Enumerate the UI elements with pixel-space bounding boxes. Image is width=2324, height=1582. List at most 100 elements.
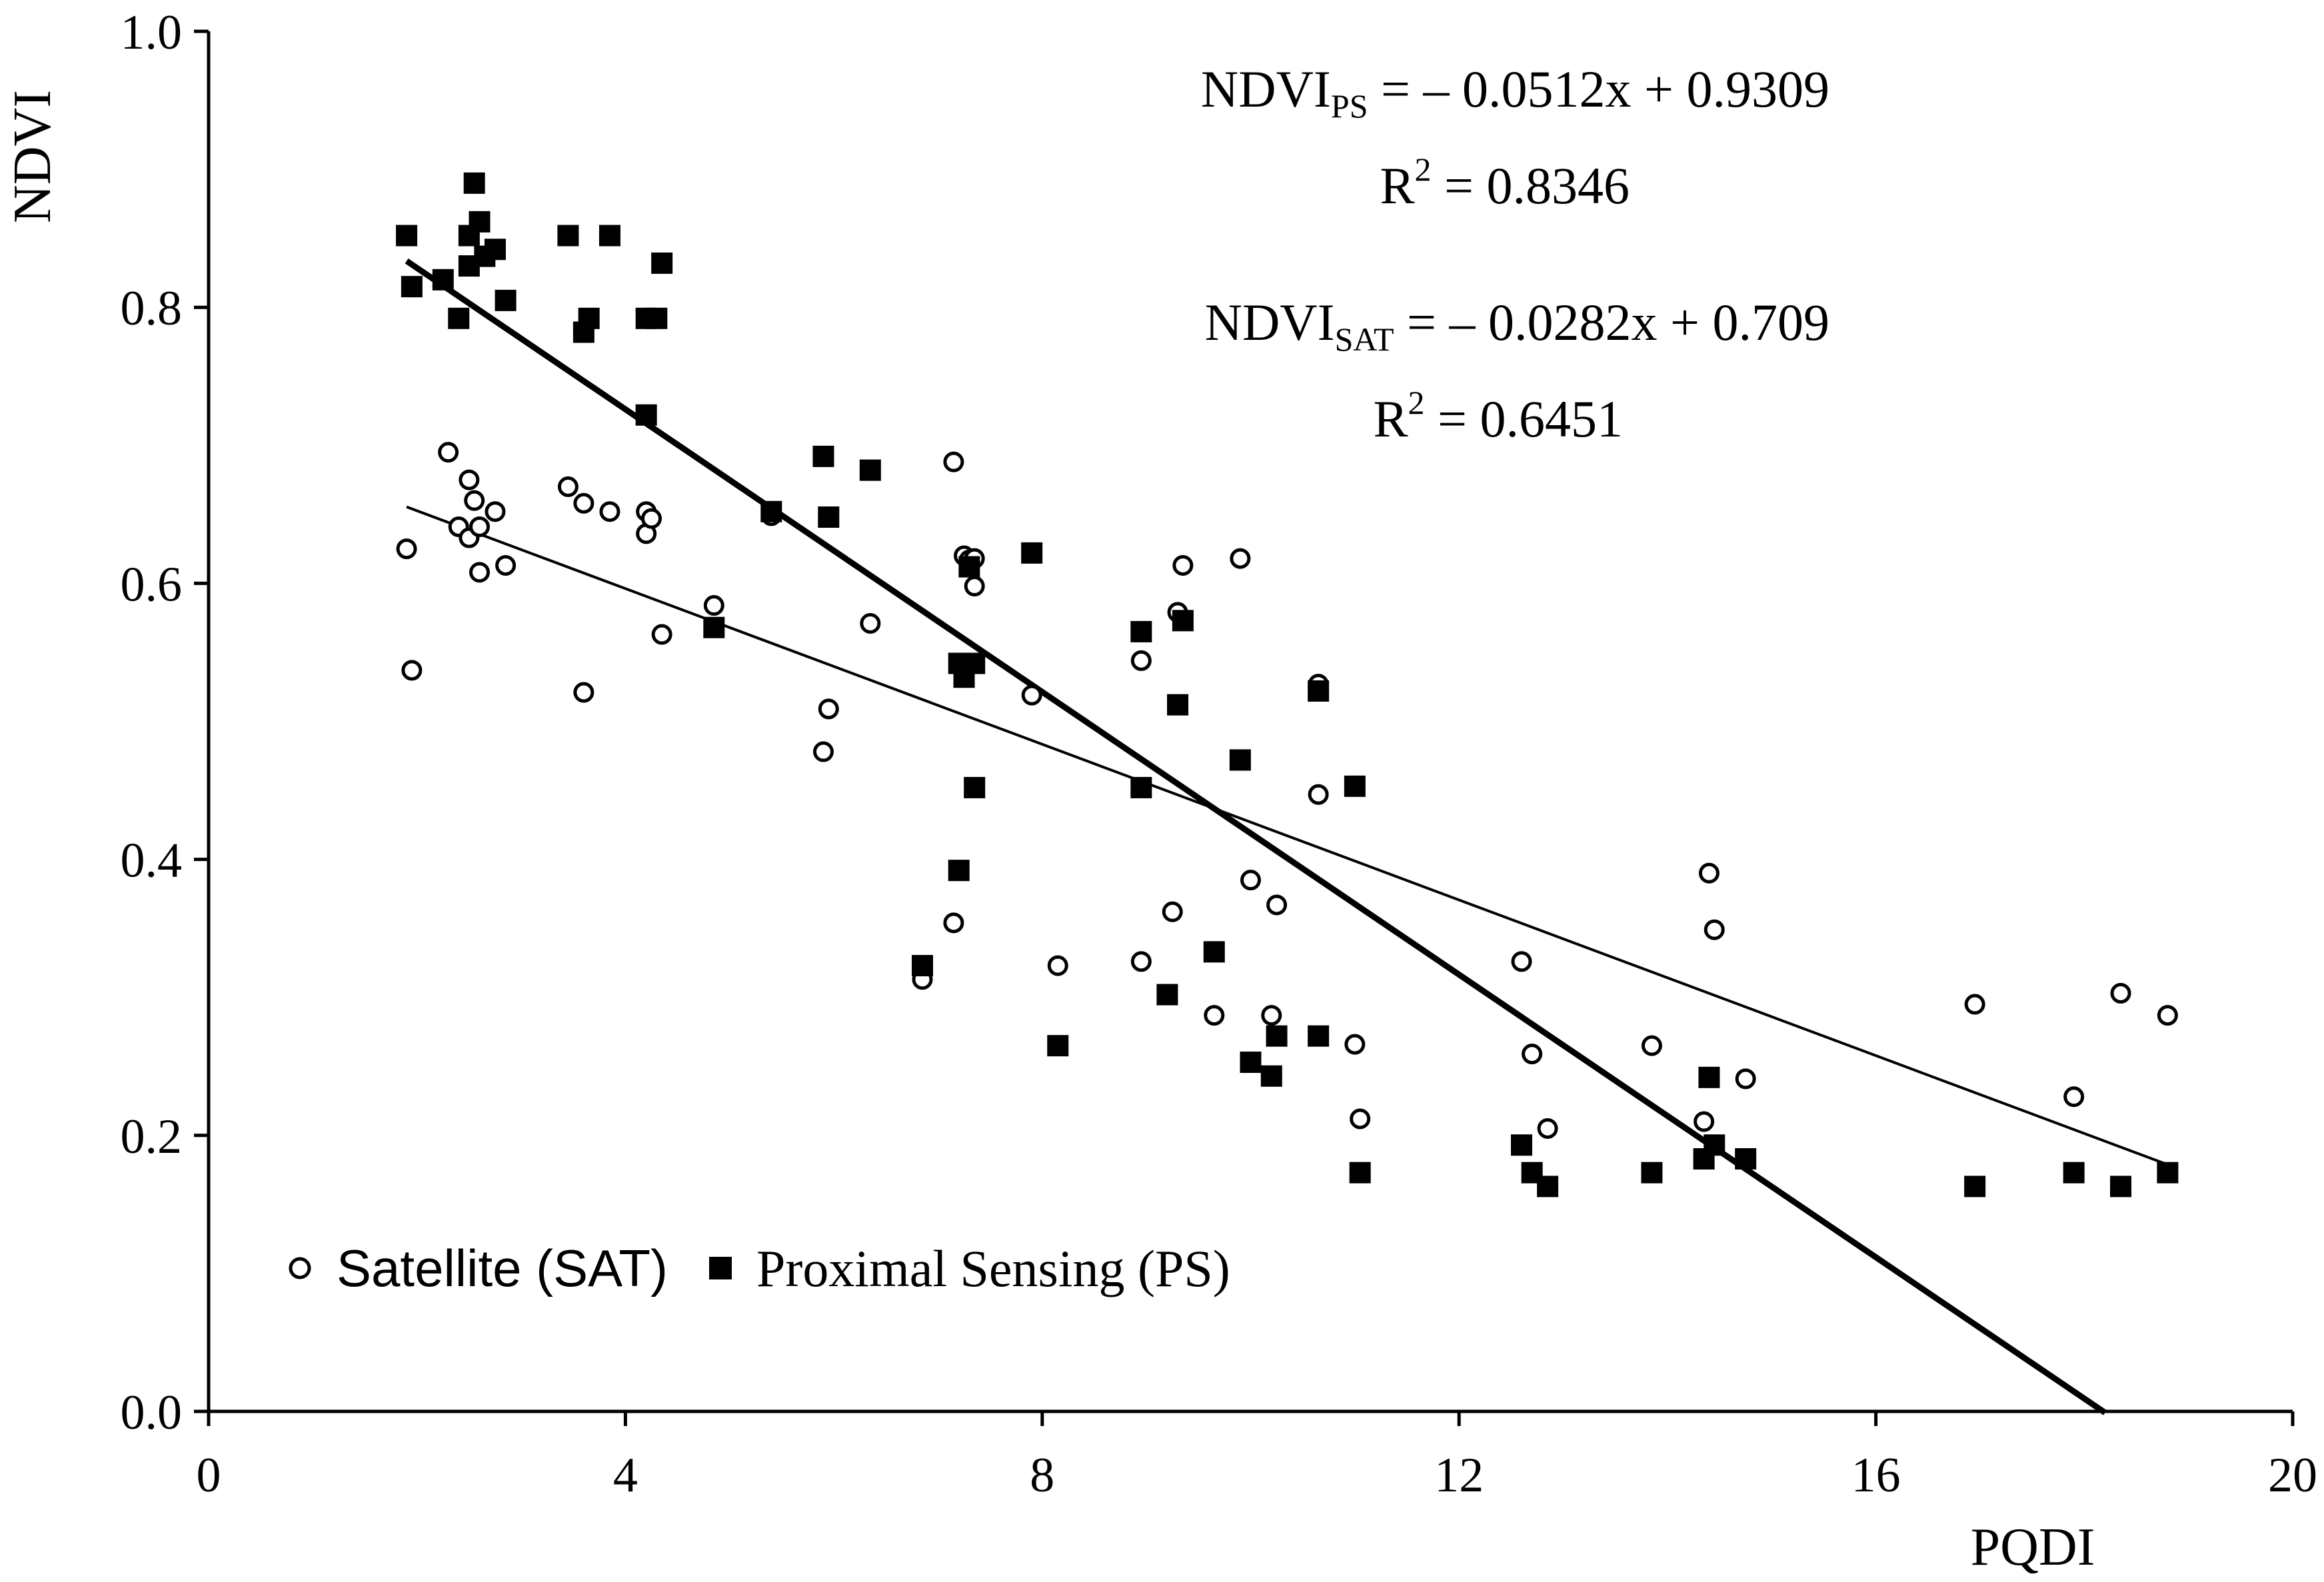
sat-point xyxy=(1130,650,1152,671)
x-axis-title: PQDI xyxy=(1971,1518,2095,1577)
sat-point xyxy=(1704,919,1725,940)
sat-point xyxy=(1964,994,1985,1015)
x-tick-label: 12 xyxy=(1434,1448,1484,1503)
ps-point xyxy=(1021,542,1043,564)
ps-point xyxy=(651,252,673,274)
ps-point xyxy=(1704,1134,1726,1156)
ps-point xyxy=(964,776,986,798)
sat-equation: NDVISAT = – 0.0282x + 0.709 xyxy=(1205,293,1829,358)
ps-point xyxy=(911,955,933,977)
sat-point xyxy=(640,508,662,529)
trendline-sat xyxy=(406,505,2169,1166)
sat-point xyxy=(1641,1035,1662,1056)
sat-point xyxy=(1511,951,1532,972)
sat-point xyxy=(1694,1111,1715,1132)
y-tick-label: 0.0 xyxy=(121,1385,183,1440)
x-tick-label: 20 xyxy=(2268,1448,2317,1503)
ps-point xyxy=(448,307,470,329)
sat-point xyxy=(464,490,485,511)
ps-point xyxy=(1156,984,1178,1006)
sat-point xyxy=(2110,982,2131,1004)
ps-point xyxy=(598,225,620,247)
legend-label-sat: Satellite (SAT) xyxy=(337,1239,668,1297)
ps-point xyxy=(1172,610,1194,632)
ps-r2: R2 = 0.8346 xyxy=(1380,151,1630,215)
ps-point xyxy=(1240,1052,1262,1074)
sat-point xyxy=(573,492,594,514)
sat-point xyxy=(599,501,620,522)
markers xyxy=(396,172,2179,1197)
ps-point xyxy=(1260,1065,1282,1087)
x-tick-label: 0 xyxy=(197,1448,221,1503)
ps-point xyxy=(635,404,657,426)
sat-point xyxy=(703,595,724,616)
ps-point xyxy=(760,500,782,522)
ps-point xyxy=(469,211,491,233)
x-tick-label: 8 xyxy=(1030,1448,1054,1503)
legend-label-ps: Proximal Sensing (PS) xyxy=(756,1239,1230,1297)
sat-point xyxy=(818,698,839,720)
ps-point xyxy=(1130,776,1152,798)
legend-marker-sat xyxy=(289,1257,311,1279)
ps-point xyxy=(1229,749,1251,771)
ps-point xyxy=(818,506,840,528)
sat-point xyxy=(1204,1005,1225,1026)
ps-point xyxy=(2157,1162,2179,1184)
sat-point xyxy=(651,624,672,645)
ps-point xyxy=(1344,775,1366,797)
sat-point xyxy=(1240,870,1261,891)
sat-point xyxy=(1350,1108,1371,1130)
sat-point xyxy=(573,682,594,703)
y-tick-label: 0.8 xyxy=(121,281,183,336)
ps-point xyxy=(964,652,986,674)
ps-point xyxy=(495,289,517,311)
trendline-ps xyxy=(405,258,2107,1415)
ps-point xyxy=(578,307,600,329)
ps-point xyxy=(463,172,485,194)
y-axis-title: NDVI xyxy=(3,90,62,223)
sat-point xyxy=(495,554,517,576)
ps-point xyxy=(1203,941,1225,963)
ps-point xyxy=(1130,620,1152,642)
ps-point xyxy=(1047,1035,1069,1057)
sat-point xyxy=(485,501,506,522)
ps-point xyxy=(1349,1162,1371,1184)
ps-point xyxy=(646,307,668,329)
sat-point xyxy=(1230,548,1251,569)
sat-point xyxy=(438,442,459,463)
sat-point xyxy=(401,660,423,681)
sat-point xyxy=(469,562,491,583)
ps-point xyxy=(432,269,454,291)
ps-point xyxy=(1964,1176,1986,1197)
ps-point xyxy=(484,239,506,261)
sat-point xyxy=(943,912,964,934)
sat-point xyxy=(1172,554,1194,576)
sat-r2: R2 = 0.6451 xyxy=(1373,384,1623,448)
sat-point xyxy=(943,451,964,472)
sat-point xyxy=(812,741,834,762)
sat-point xyxy=(964,576,985,597)
ps-point xyxy=(1698,1066,1720,1088)
ps-point xyxy=(2110,1176,2132,1197)
sat-point xyxy=(2063,1086,2085,1108)
sat-point xyxy=(396,538,417,560)
sat-point xyxy=(469,516,491,537)
ps-point xyxy=(1641,1162,1663,1184)
sat-point xyxy=(1047,955,1068,976)
y-tick-label: 0.4 xyxy=(121,834,183,888)
sat-point xyxy=(459,469,480,490)
sat-point xyxy=(2157,1005,2178,1026)
ps-equation: NDVIPS = – 0.0512x + 0.9309 xyxy=(1201,60,1829,125)
y-tick-label: 0.2 xyxy=(121,1110,183,1164)
y-tick-label: 1.0 xyxy=(121,5,183,60)
y-tick-label: 0.6 xyxy=(121,557,183,612)
legend: Satellite (SAT) Proximal Sensing (PS) xyxy=(289,1239,1230,1297)
ps-point xyxy=(859,459,881,481)
ps-point xyxy=(396,225,418,247)
sat-point xyxy=(1735,1068,1756,1090)
ps-point xyxy=(401,276,423,298)
ps-point xyxy=(958,556,980,578)
sat-point xyxy=(1261,1005,1282,1026)
ps-point xyxy=(1511,1134,1533,1156)
